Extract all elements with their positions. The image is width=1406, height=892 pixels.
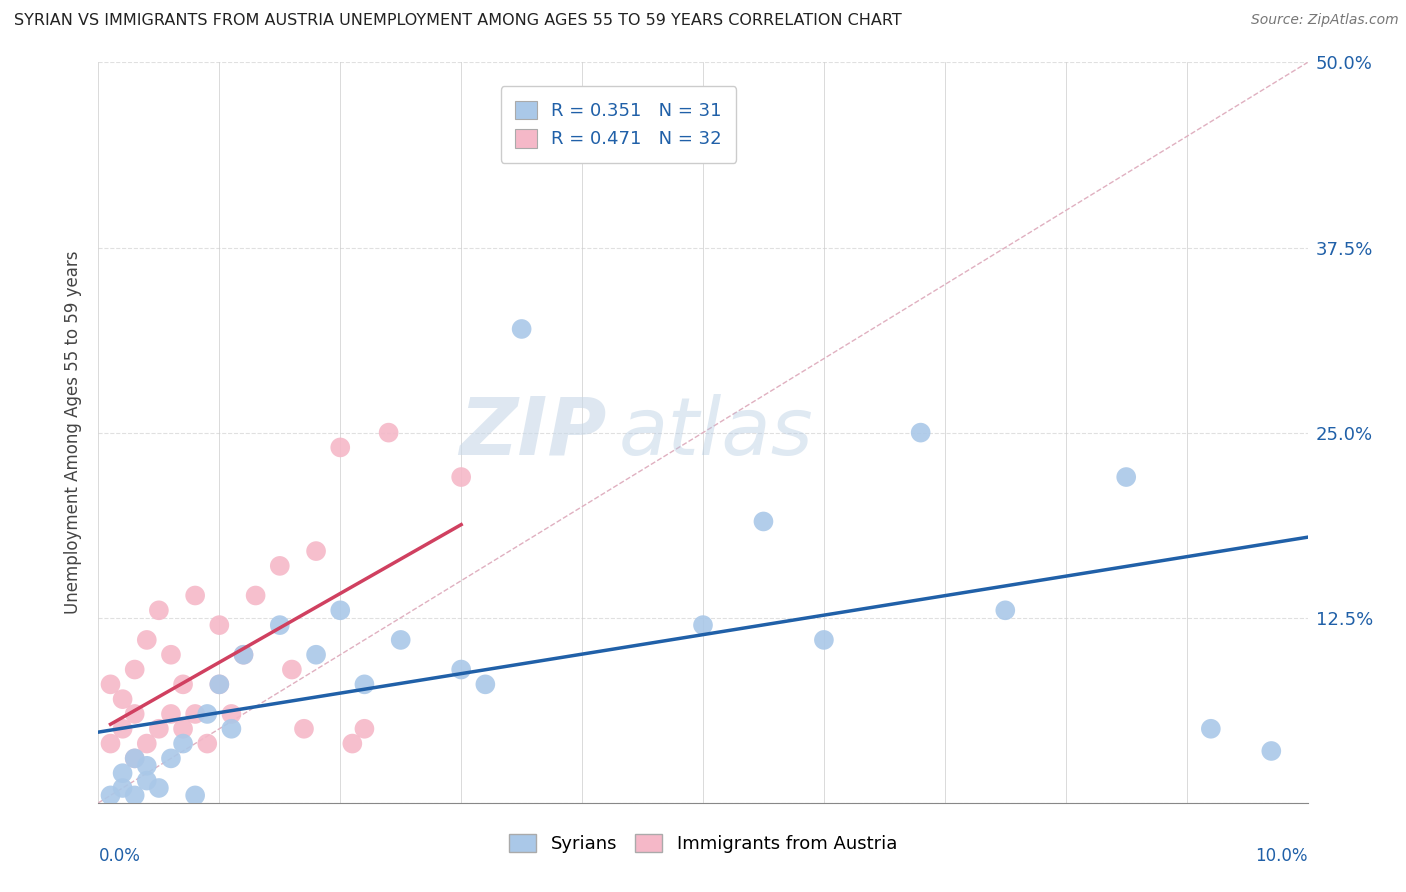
Point: [172, 722, 194, 736]
Point: [172, 737, 194, 751]
Point: [148, 780, 170, 795]
Point: [100, 737, 122, 751]
Point: [232, 648, 254, 662]
Point: [195, 706, 218, 721]
Point: [184, 706, 207, 721]
Point: [377, 425, 399, 440]
Point: [692, 618, 714, 632]
Point: [994, 603, 1017, 617]
Point: [124, 751, 146, 765]
Point: [124, 789, 146, 803]
Point: [135, 632, 157, 647]
Point: [510, 322, 533, 336]
Point: [124, 663, 146, 677]
Point: [910, 425, 932, 440]
Point: [474, 677, 496, 691]
Point: [329, 603, 352, 617]
Point: [135, 758, 157, 772]
Point: [342, 737, 364, 751]
Point: [232, 648, 254, 662]
Point: [100, 677, 122, 691]
Legend: Syrians, Immigrants from Austria: Syrians, Immigrants from Austria: [502, 827, 904, 861]
Point: [124, 751, 146, 765]
Point: [111, 766, 134, 780]
Text: SYRIAN VS IMMIGRANTS FROM AUSTRIA UNEMPLOYMENT AMONG AGES 55 TO 59 YEARS CORRELA: SYRIAN VS IMMIGRANTS FROM AUSTRIA UNEMPL…: [14, 13, 901, 29]
Point: [208, 677, 231, 691]
Point: [292, 722, 315, 736]
Point: [135, 773, 157, 788]
Point: [184, 589, 207, 603]
Text: 0.0%: 0.0%: [98, 847, 141, 865]
Point: [208, 677, 231, 691]
Point: [1115, 470, 1137, 484]
Text: atlas: atlas: [619, 393, 813, 472]
Point: [305, 544, 328, 558]
Point: [305, 648, 328, 662]
Point: [353, 677, 375, 691]
Point: [281, 663, 304, 677]
Point: [208, 618, 231, 632]
Text: Source: ZipAtlas.com: Source: ZipAtlas.com: [1251, 13, 1399, 28]
Point: [269, 618, 291, 632]
Point: [111, 722, 134, 736]
Text: ZIP: ZIP: [458, 393, 606, 472]
Text: 10.0%: 10.0%: [1256, 847, 1308, 865]
Point: [752, 515, 775, 529]
Point: [124, 706, 146, 721]
Point: [1260, 744, 1282, 758]
Point: [221, 722, 243, 736]
Point: [221, 706, 243, 721]
Point: [172, 677, 194, 691]
Point: [111, 692, 134, 706]
Point: [450, 663, 472, 677]
Point: [245, 589, 267, 603]
Point: [111, 780, 134, 795]
Point: [450, 470, 472, 484]
Point: [160, 648, 183, 662]
Point: [813, 632, 835, 647]
Point: [100, 789, 122, 803]
Y-axis label: Unemployment Among Ages 55 to 59 years: Unemployment Among Ages 55 to 59 years: [65, 251, 83, 615]
Point: [353, 722, 375, 736]
Point: [184, 789, 207, 803]
Point: [148, 722, 170, 736]
Point: [195, 737, 218, 751]
Point: [1199, 722, 1222, 736]
Point: [160, 751, 183, 765]
Point: [389, 632, 412, 647]
Point: [148, 603, 170, 617]
Point: [135, 737, 157, 751]
Point: [160, 706, 183, 721]
Point: [269, 558, 291, 573]
Point: [329, 441, 352, 455]
